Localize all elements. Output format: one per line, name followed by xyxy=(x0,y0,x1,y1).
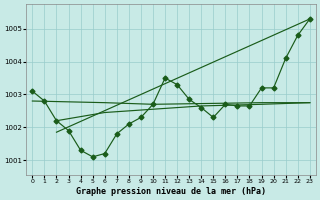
X-axis label: Graphe pression niveau de la mer (hPa): Graphe pression niveau de la mer (hPa) xyxy=(76,187,266,196)
